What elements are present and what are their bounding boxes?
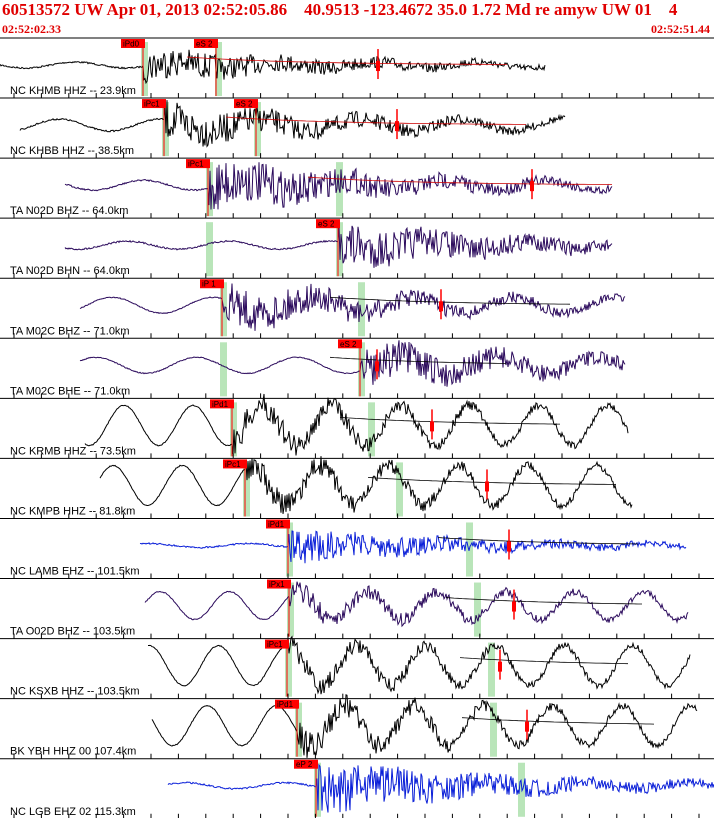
pick-box [234,99,258,109]
seismic-trace [144,581,689,628]
pick-window [243,462,250,517]
pick-box [210,399,234,409]
amplitude-marker [439,301,443,312]
pick-box [266,519,290,529]
coda-curve [459,657,629,665]
pick-window [358,282,365,337]
seismic-trace [151,694,698,758]
pick-window [215,42,222,97]
pick-window [396,462,403,517]
pick-window [474,582,481,637]
pick-window [287,582,294,637]
pick-window [295,702,302,757]
pick-window [488,642,495,697]
pick-box [294,759,318,769]
seismic-trace [148,635,691,695]
time-end: 02:52:51.44 [651,22,710,36]
pick-window [368,402,375,457]
station-label: TA M02C BHZ -- 71.0km [10,325,130,337]
pick-label: iP 1 [202,280,216,289]
station-label: NC KHBB HHZ -- 38.5km [10,145,134,157]
coda-curve [329,296,571,305]
amplitude-marker [530,181,534,192]
pick-label: eS 2 [196,40,213,49]
coda-curve [339,417,560,425]
pick-window [490,702,497,757]
coda-curve [225,116,526,125]
coda-curve [367,477,616,485]
coda-curve [186,56,507,65]
pick-label: iPc1 [144,100,160,109]
pick-window [358,342,365,397]
time-start: 02:52:02.33 [2,22,61,36]
station-label: NC LAMB EHZ -- 101.5km [10,566,140,578]
pick-box [194,39,218,48]
pick-box [275,699,299,709]
pick-label: iPx1 [269,580,285,589]
seismic-trace [167,763,714,813]
seismic-trace [19,100,566,148]
station-label: NC LGB EHZ 02 115.3km [10,806,136,818]
amplitude-marker [525,721,529,732]
amplitude-marker [507,541,511,552]
amplitude-marker [485,481,489,492]
pick-box [267,579,291,589]
pick-window [230,402,237,457]
coda-curve [445,597,642,605]
pick-window [285,642,292,697]
pick-box [223,459,247,469]
pick-label: iPd1 [212,400,229,409]
pick-label: eS 2 [236,100,253,109]
station-label: TA N02D BHZ -- 64.0km [10,205,128,217]
pick-window [141,42,148,97]
coda-curve [437,537,639,545]
seismic-trace [99,456,633,514]
station-label: TA N02D BHN -- 64.0km [10,265,130,277]
pick-window [206,222,213,277]
pick-label: eS 2 [340,340,357,349]
amplitude-marker [375,361,379,372]
amplitude-marker [512,601,516,612]
pick-label: iPd1 [277,700,294,709]
pick-window [220,342,227,397]
coda-curve [329,356,507,364]
seismic-trace [64,162,613,210]
pick-box [121,39,145,48]
event-title: 60513572 UW Apr 01, 2013 02:52:05.86 40.… [2,0,678,19]
coda-curve [461,717,655,725]
pick-label: eS 2 [318,220,335,229]
seismic-trace [79,340,626,387]
pick-label: iPc1 [267,640,283,649]
pick-box [338,339,362,349]
pick-box [186,159,210,169]
coda-curve [307,176,612,185]
seismic-trace [79,283,626,331]
pick-box [142,99,166,109]
amplitude-marker [395,121,399,132]
station-label: NC KSXB HHZ -- 103.5km [10,686,140,698]
station-label: NC KHMB HHZ -- 23.9km [10,85,136,97]
pick-label: iPd0 [123,40,140,49]
pick-label: iPc1 [225,460,241,469]
station-label: BK YBH HHZ 00 107.4km [10,746,136,758]
station-label: NC KMPB HHZ -- 81.8km [10,505,135,517]
station-label: TA M02C BHE -- 71.0km [10,385,130,397]
pick-box [316,219,340,229]
amplitude-marker [498,661,502,672]
event-header: 60513572 UW Apr 01, 2013 02:52:05.86 40.… [0,0,714,38]
station-label: TA O02D BHZ -- 103.5km [10,626,135,638]
station-label: NC KRMB HHZ -- 73.5km [10,445,136,457]
pick-window [254,102,261,157]
pick-label: eP 2 [296,760,313,769]
pick-box [265,639,289,649]
seismic-trace [84,393,629,456]
amplitude-marker [430,421,434,432]
pick-label: iPd1 [268,520,285,529]
seismic-trace [139,530,687,564]
amplitude-marker [376,61,380,72]
pick-label: iPc1 [188,160,204,169]
pick-box [200,279,224,289]
seismic-trace [0,49,546,85]
